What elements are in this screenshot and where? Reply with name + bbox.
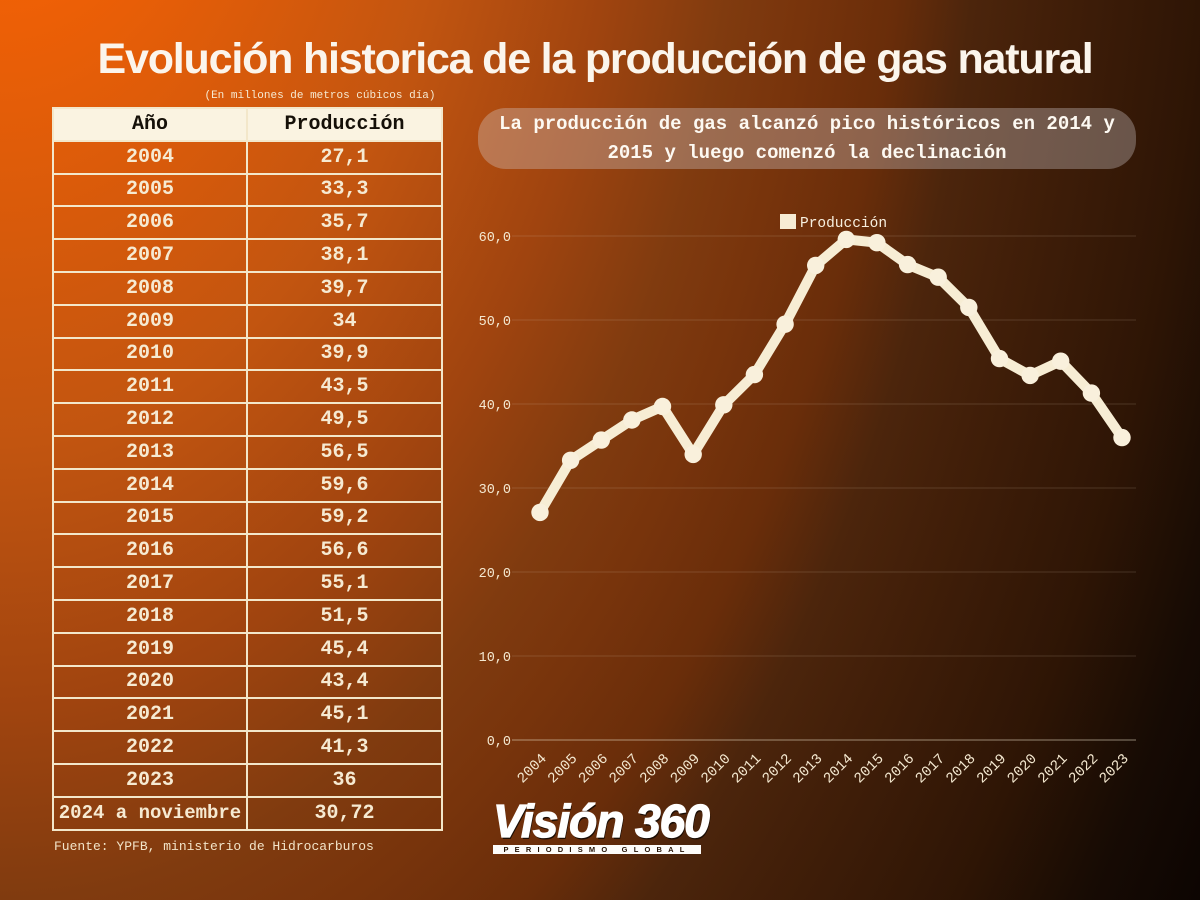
svg-text:2012: 2012 — [760, 751, 796, 787]
svg-text:2017: 2017 — [913, 751, 949, 787]
svg-text:2015: 2015 — [852, 751, 888, 787]
svg-text:2021: 2021 — [1035, 751, 1071, 787]
svg-text:40,0: 40,0 — [479, 399, 511, 414]
svg-text:2005: 2005 — [545, 751, 581, 787]
svg-text:2011: 2011 — [729, 751, 765, 787]
svg-text:20,0: 20,0 — [479, 567, 511, 582]
svg-text:2008: 2008 — [637, 751, 673, 787]
svg-text:2019: 2019 — [974, 751, 1010, 787]
svg-text:0,0: 0,0 — [487, 735, 511, 750]
svg-text:2006: 2006 — [576, 751, 612, 787]
svg-text:2009: 2009 — [668, 751, 704, 787]
svg-text:10,0: 10,0 — [479, 651, 511, 666]
svg-text:2007: 2007 — [607, 751, 643, 787]
svg-text:2010: 2010 — [698, 751, 734, 787]
svg-text:2016: 2016 — [882, 751, 918, 787]
svg-text:Producción: Producción — [800, 216, 887, 232]
svg-text:60,0: 60,0 — [479, 231, 511, 246]
svg-text:2020: 2020 — [1005, 751, 1041, 787]
svg-text:2004: 2004 — [515, 751, 551, 787]
svg-text:50,0: 50,0 — [479, 315, 511, 330]
svg-text:30,0: 30,0 — [479, 483, 511, 498]
svg-text:2013: 2013 — [790, 751, 826, 787]
svg-text:2023: 2023 — [1097, 751, 1133, 787]
svg-text:2022: 2022 — [1066, 751, 1102, 787]
svg-text:2014: 2014 — [821, 751, 857, 787]
svg-text:2018: 2018 — [943, 751, 979, 787]
